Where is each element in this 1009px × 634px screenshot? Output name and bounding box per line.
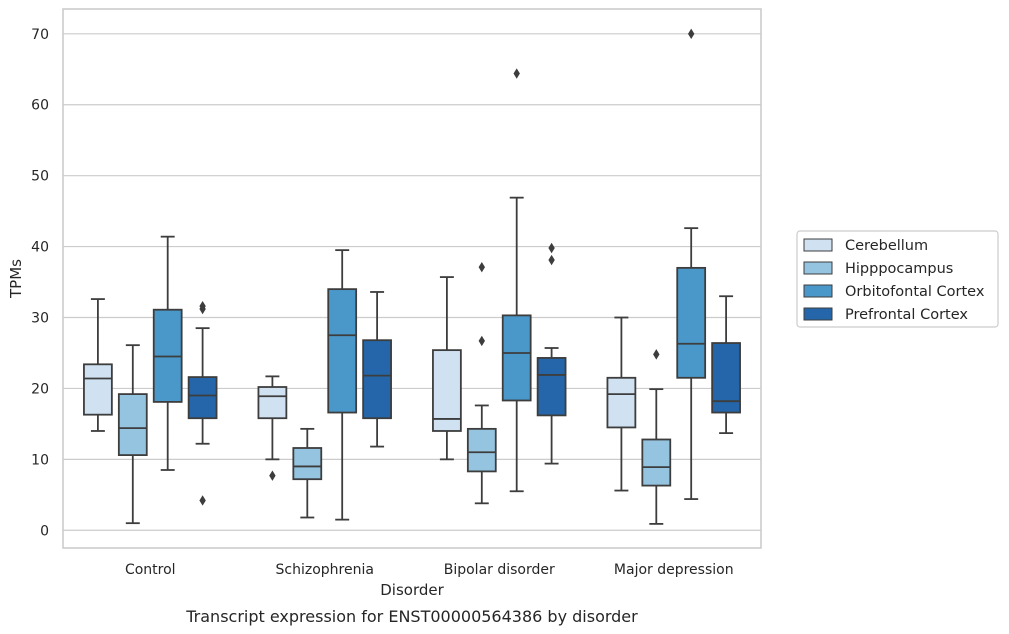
y-tick-label: 50 (31, 169, 49, 185)
box-3-3 (711, 295, 741, 435)
legend-frame (796, 230, 999, 328)
box-body (327, 288, 358, 414)
box-body (117, 393, 148, 456)
box-body (292, 447, 323, 481)
box-body (641, 438, 672, 487)
box-body (466, 427, 497, 473)
box-0-2 (432, 276, 462, 461)
box-body (536, 357, 567, 417)
box-1-2 (466, 261, 497, 505)
outlier-point (548, 242, 555, 254)
y-tick-label: 20 (31, 381, 49, 397)
x-axis-label: Disorder (380, 581, 444, 599)
outlier-point (688, 28, 695, 40)
outlier-point (548, 254, 555, 266)
box-body (432, 349, 462, 432)
box-1-0 (117, 344, 148, 525)
box-3-0 (187, 300, 218, 506)
outlier-point (199, 495, 206, 506)
y-axis-label: TPMs (7, 259, 25, 299)
x-tick-label: Control (125, 562, 176, 578)
outlier-point (478, 261, 485, 273)
box-2-3 (676, 28, 707, 500)
box-body (83, 363, 113, 416)
box-0-1 (257, 375, 288, 481)
box-3-2 (536, 242, 567, 465)
box-1-1 (292, 427, 323, 519)
y-tick-label: 0 (40, 523, 49, 539)
box-body (711, 342, 741, 414)
box-body (362, 339, 392, 420)
plot-frame (62, 8, 762, 549)
box-body (187, 376, 218, 420)
box-body (606, 376, 637, 429)
legend-label: Orbitofontal Cortex (845, 284, 985, 300)
outlier-point (199, 303, 206, 315)
x-tick-label: Major depression (614, 562, 734, 578)
y-tick-label: 60 (31, 98, 49, 114)
y-tick-label: 10 (31, 452, 49, 468)
box-2-1 (327, 249, 358, 521)
x-tick-label: Bipolar disorder (444, 562, 555, 578)
x-tick-labels: Control Schizophrenia Bipolar disorder Majo… (125, 562, 734, 578)
x-tick-label: Schizophrenia (276, 562, 374, 578)
box-2-2 (501, 68, 532, 493)
y-tick-label: 70 (31, 27, 49, 43)
box-body (676, 266, 707, 379)
box-body (257, 386, 288, 420)
outlier-point (478, 335, 485, 347)
legend-label: Hipppocampus (845, 261, 953, 277)
legend-label: Cerebellum (845, 238, 928, 254)
outlier-point (269, 470, 276, 481)
legend-swatch (803, 238, 833, 252)
box-1-3 (641, 349, 672, 525)
y-tick-label: 30 (31, 311, 49, 327)
legend-label: Prefrontal Cortex (845, 307, 968, 323)
box-0-0 (83, 298, 113, 432)
y-tick-label: 40 (31, 240, 49, 256)
chart-caption: Transcript expression for ENST0000056438… (185, 607, 638, 626)
outlier-point (513, 68, 520, 79)
box-2-0 (152, 235, 183, 471)
legend-swatch (803, 307, 833, 321)
boxes (83, 28, 741, 525)
outlier-point (653, 349, 660, 360)
legend: Cerebellum Hipppocampus Orbitofontal Corte… (796, 230, 999, 328)
box-3-1 (362, 291, 392, 448)
box-body (501, 314, 532, 402)
legend-swatch (803, 284, 833, 298)
box-0-3 (606, 316, 637, 492)
y-tick-labels: 0 10 20 30 40 50 60 70 (31, 27, 49, 539)
legend-swatch (803, 261, 833, 275)
